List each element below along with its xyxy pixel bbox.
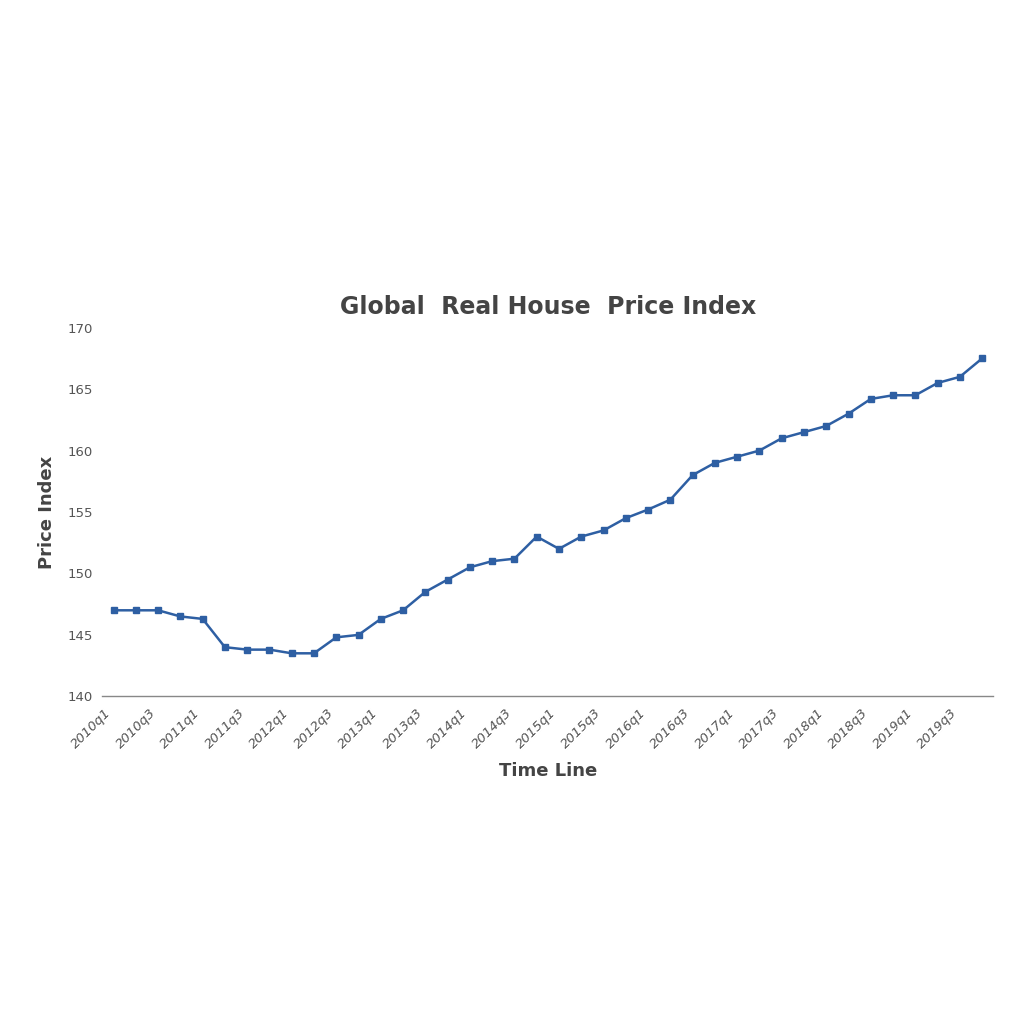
Title: Global  Real House  Price Index: Global Real House Price Index bbox=[340, 295, 756, 318]
Y-axis label: Price Index: Price Index bbox=[38, 456, 56, 568]
X-axis label: Time Line: Time Line bbox=[499, 762, 597, 780]
